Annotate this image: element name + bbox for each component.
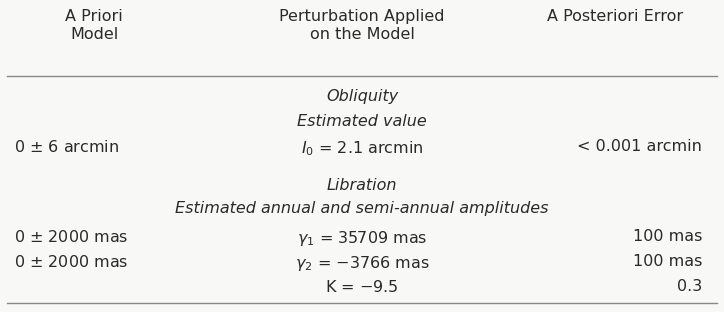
- Text: 0 $\pm$ 2000 mas: 0 $\pm$ 2000 mas: [14, 229, 129, 245]
- Text: $\gamma_2$ = $-$3766 mas: $\gamma_2$ = $-$3766 mas: [295, 254, 429, 273]
- Text: $I_0$ = 2.1 arcmin: $I_0$ = 2.1 arcmin: [300, 139, 424, 158]
- Text: < 0.001 arcmin: < 0.001 arcmin: [578, 139, 702, 154]
- Text: $\gamma_1$ = 35709 mas: $\gamma_1$ = 35709 mas: [297, 229, 427, 248]
- Text: A Priori
Model: A Priori Model: [65, 9, 123, 42]
- Text: 0 $\pm$ 2000 mas: 0 $\pm$ 2000 mas: [14, 254, 129, 270]
- Text: Obliquity: Obliquity: [326, 89, 398, 104]
- Text: 0.3: 0.3: [677, 279, 702, 294]
- Text: Estimated annual and semi-annual amplitudes: Estimated annual and semi-annual amplitu…: [175, 201, 549, 216]
- Text: 100 mas: 100 mas: [633, 229, 702, 244]
- Text: Perturbation Applied
on the Model: Perturbation Applied on the Model: [279, 9, 445, 42]
- Text: K = $-$9.5: K = $-$9.5: [325, 279, 399, 295]
- Text: 100 mas: 100 mas: [633, 254, 702, 269]
- Text: Libration: Libration: [327, 178, 397, 193]
- Text: Estimated value: Estimated value: [297, 114, 427, 129]
- Text: A Posteriori Error: A Posteriori Error: [547, 9, 683, 24]
- Text: 0 $\pm$ 6 arcmin: 0 $\pm$ 6 arcmin: [14, 139, 119, 155]
